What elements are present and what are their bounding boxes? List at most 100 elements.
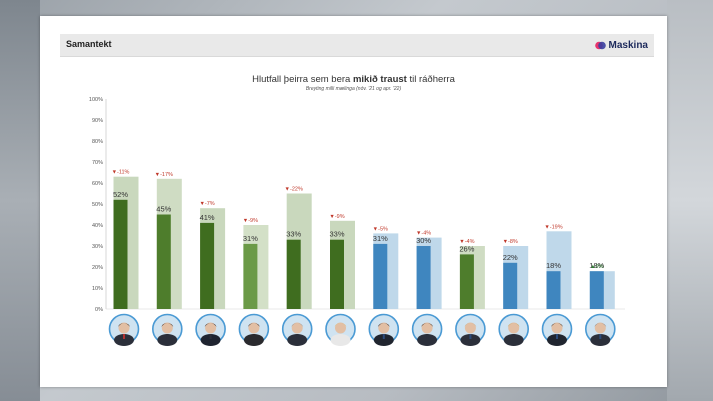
y-tick-label: 100% — [89, 97, 103, 103]
avatar-tie — [512, 334, 515, 339]
bar-current — [200, 222, 215, 309]
y-tick-label: 60% — [92, 181, 103, 187]
avatar-shoulders — [287, 334, 308, 346]
avatar-shoulders — [417, 334, 438, 346]
data-label: 26% — [459, 244, 474, 253]
chart-title-post: til ráðherra — [406, 74, 455, 85]
change-label: ▲0% — [590, 264, 604, 270]
avatar-tie — [339, 334, 342, 339]
logo-text: Maskina — [608, 39, 648, 51]
change-label: ▼-19% — [544, 224, 562, 230]
avatar-tie — [599, 334, 602, 339]
data-label: 22% — [503, 253, 518, 262]
logo-mark-icon — [594, 41, 606, 49]
avatar-tie — [469, 334, 472, 339]
maskina-logo: Maskina — [594, 38, 648, 52]
y-tick-label: 80% — [92, 139, 103, 145]
avatar-hair — [377, 323, 390, 327]
data-label: 18% — [546, 261, 561, 270]
avatar-tie — [382, 334, 385, 339]
avatar-face — [205, 322, 217, 334]
avatar-face — [118, 322, 130, 334]
avatar-hair — [204, 323, 217, 327]
avatar-face — [335, 322, 346, 334]
avatar-tie — [209, 334, 212, 339]
y-tick-label: 40% — [92, 223, 103, 229]
bar-current — [330, 239, 344, 309]
bar-current — [503, 262, 518, 309]
change-label: ▼-8% — [503, 239, 518, 245]
bar-current — [156, 214, 171, 309]
data-label: 45% — [156, 205, 171, 214]
bar-current — [546, 271, 561, 309]
avatar-shoulders — [330, 334, 351, 346]
avatar-hair — [421, 323, 434, 327]
avatar-face — [421, 322, 433, 334]
avatar-shoulders — [503, 334, 524, 346]
y-tick-label: 20% — [92, 265, 103, 271]
change-label: ▼-9% — [243, 218, 258, 224]
avatar-face — [248, 322, 260, 334]
avatar-hair — [464, 323, 477, 327]
avatar-tie — [166, 334, 169, 339]
avatar-shoulders — [157, 334, 178, 346]
avatar-tie — [252, 334, 255, 339]
avatar-shoulders — [200, 334, 221, 346]
header-title: Samantekt — [66, 39, 112, 49]
avatar-shoulders — [547, 334, 567, 346]
avatar-hair — [334, 323, 347, 327]
avatar-shoulders — [373, 334, 394, 346]
avatar-face — [291, 322, 303, 334]
data-label: 52% — [113, 190, 128, 199]
data-label: 30% — [416, 236, 431, 245]
background-left — [0, 0, 40, 401]
avatar-hair — [118, 323, 130, 327]
background-right — [667, 0, 713, 401]
bar-current — [286, 239, 301, 309]
change-label: ▼-7% — [199, 201, 214, 207]
bar-current — [113, 199, 128, 309]
avatar-hair — [507, 323, 520, 327]
avatar-shoulders — [460, 334, 481, 346]
y-tick-label: 70% — [92, 160, 103, 166]
data-label: 31% — [243, 234, 258, 243]
avatar-tie — [296, 334, 299, 339]
avatar-hair — [247, 323, 260, 327]
avatar-shoulders — [114, 334, 134, 346]
change-label: ▼-9% — [329, 214, 344, 220]
avatar-shoulders — [243, 334, 264, 346]
avatar-shoulders — [590, 334, 611, 346]
data-label: 33% — [329, 230, 344, 239]
y-tick-label: 90% — [92, 118, 103, 124]
avatar-face — [551, 322, 563, 334]
data-label: 18% — [589, 261, 604, 270]
bar-current — [416, 246, 431, 309]
avatar-tie — [123, 334, 125, 339]
bar-current — [589, 271, 604, 309]
bar-current — [373, 243, 388, 309]
avatar-hair — [551, 323, 563, 327]
avatar-hair — [594, 323, 607, 327]
bar-current — [459, 254, 474, 309]
change-label: ▼-22% — [285, 187, 303, 193]
slide: Samantekt Maskina Hlutfall þeirra sem be… — [40, 16, 667, 387]
change-label: ▼-4% — [459, 239, 474, 245]
avatar-tie — [426, 334, 429, 339]
data-label: 41% — [200, 213, 215, 222]
avatar-face — [508, 322, 520, 334]
data-label: 33% — [286, 230, 301, 239]
change-label: ▼-4% — [416, 231, 431, 237]
change-label: ▼-5% — [373, 226, 388, 232]
bar-chart: 0% 10% 20% 30% 40% 50% 60% 70% 80% 90% 100% 52% ▼-11… — [89, 97, 625, 346]
change-label: ▼-11% — [112, 170, 130, 176]
avatar-face — [594, 322, 606, 334]
slide-header: Samantekt Maskina — [60, 34, 654, 57]
chart-title-bold: mikið traust — [352, 74, 407, 85]
avatar-hair — [291, 323, 304, 327]
data-label: 31% — [373, 234, 388, 243]
y-tick-label: 30% — [92, 244, 103, 250]
chart-title-pre: Hlutfall þeirra sem bera — [252, 74, 353, 85]
y-tick-label: 0% — [95, 307, 103, 313]
change-label: ▼-17% — [155, 172, 173, 178]
y-tick-label: 50% — [92, 202, 103, 208]
